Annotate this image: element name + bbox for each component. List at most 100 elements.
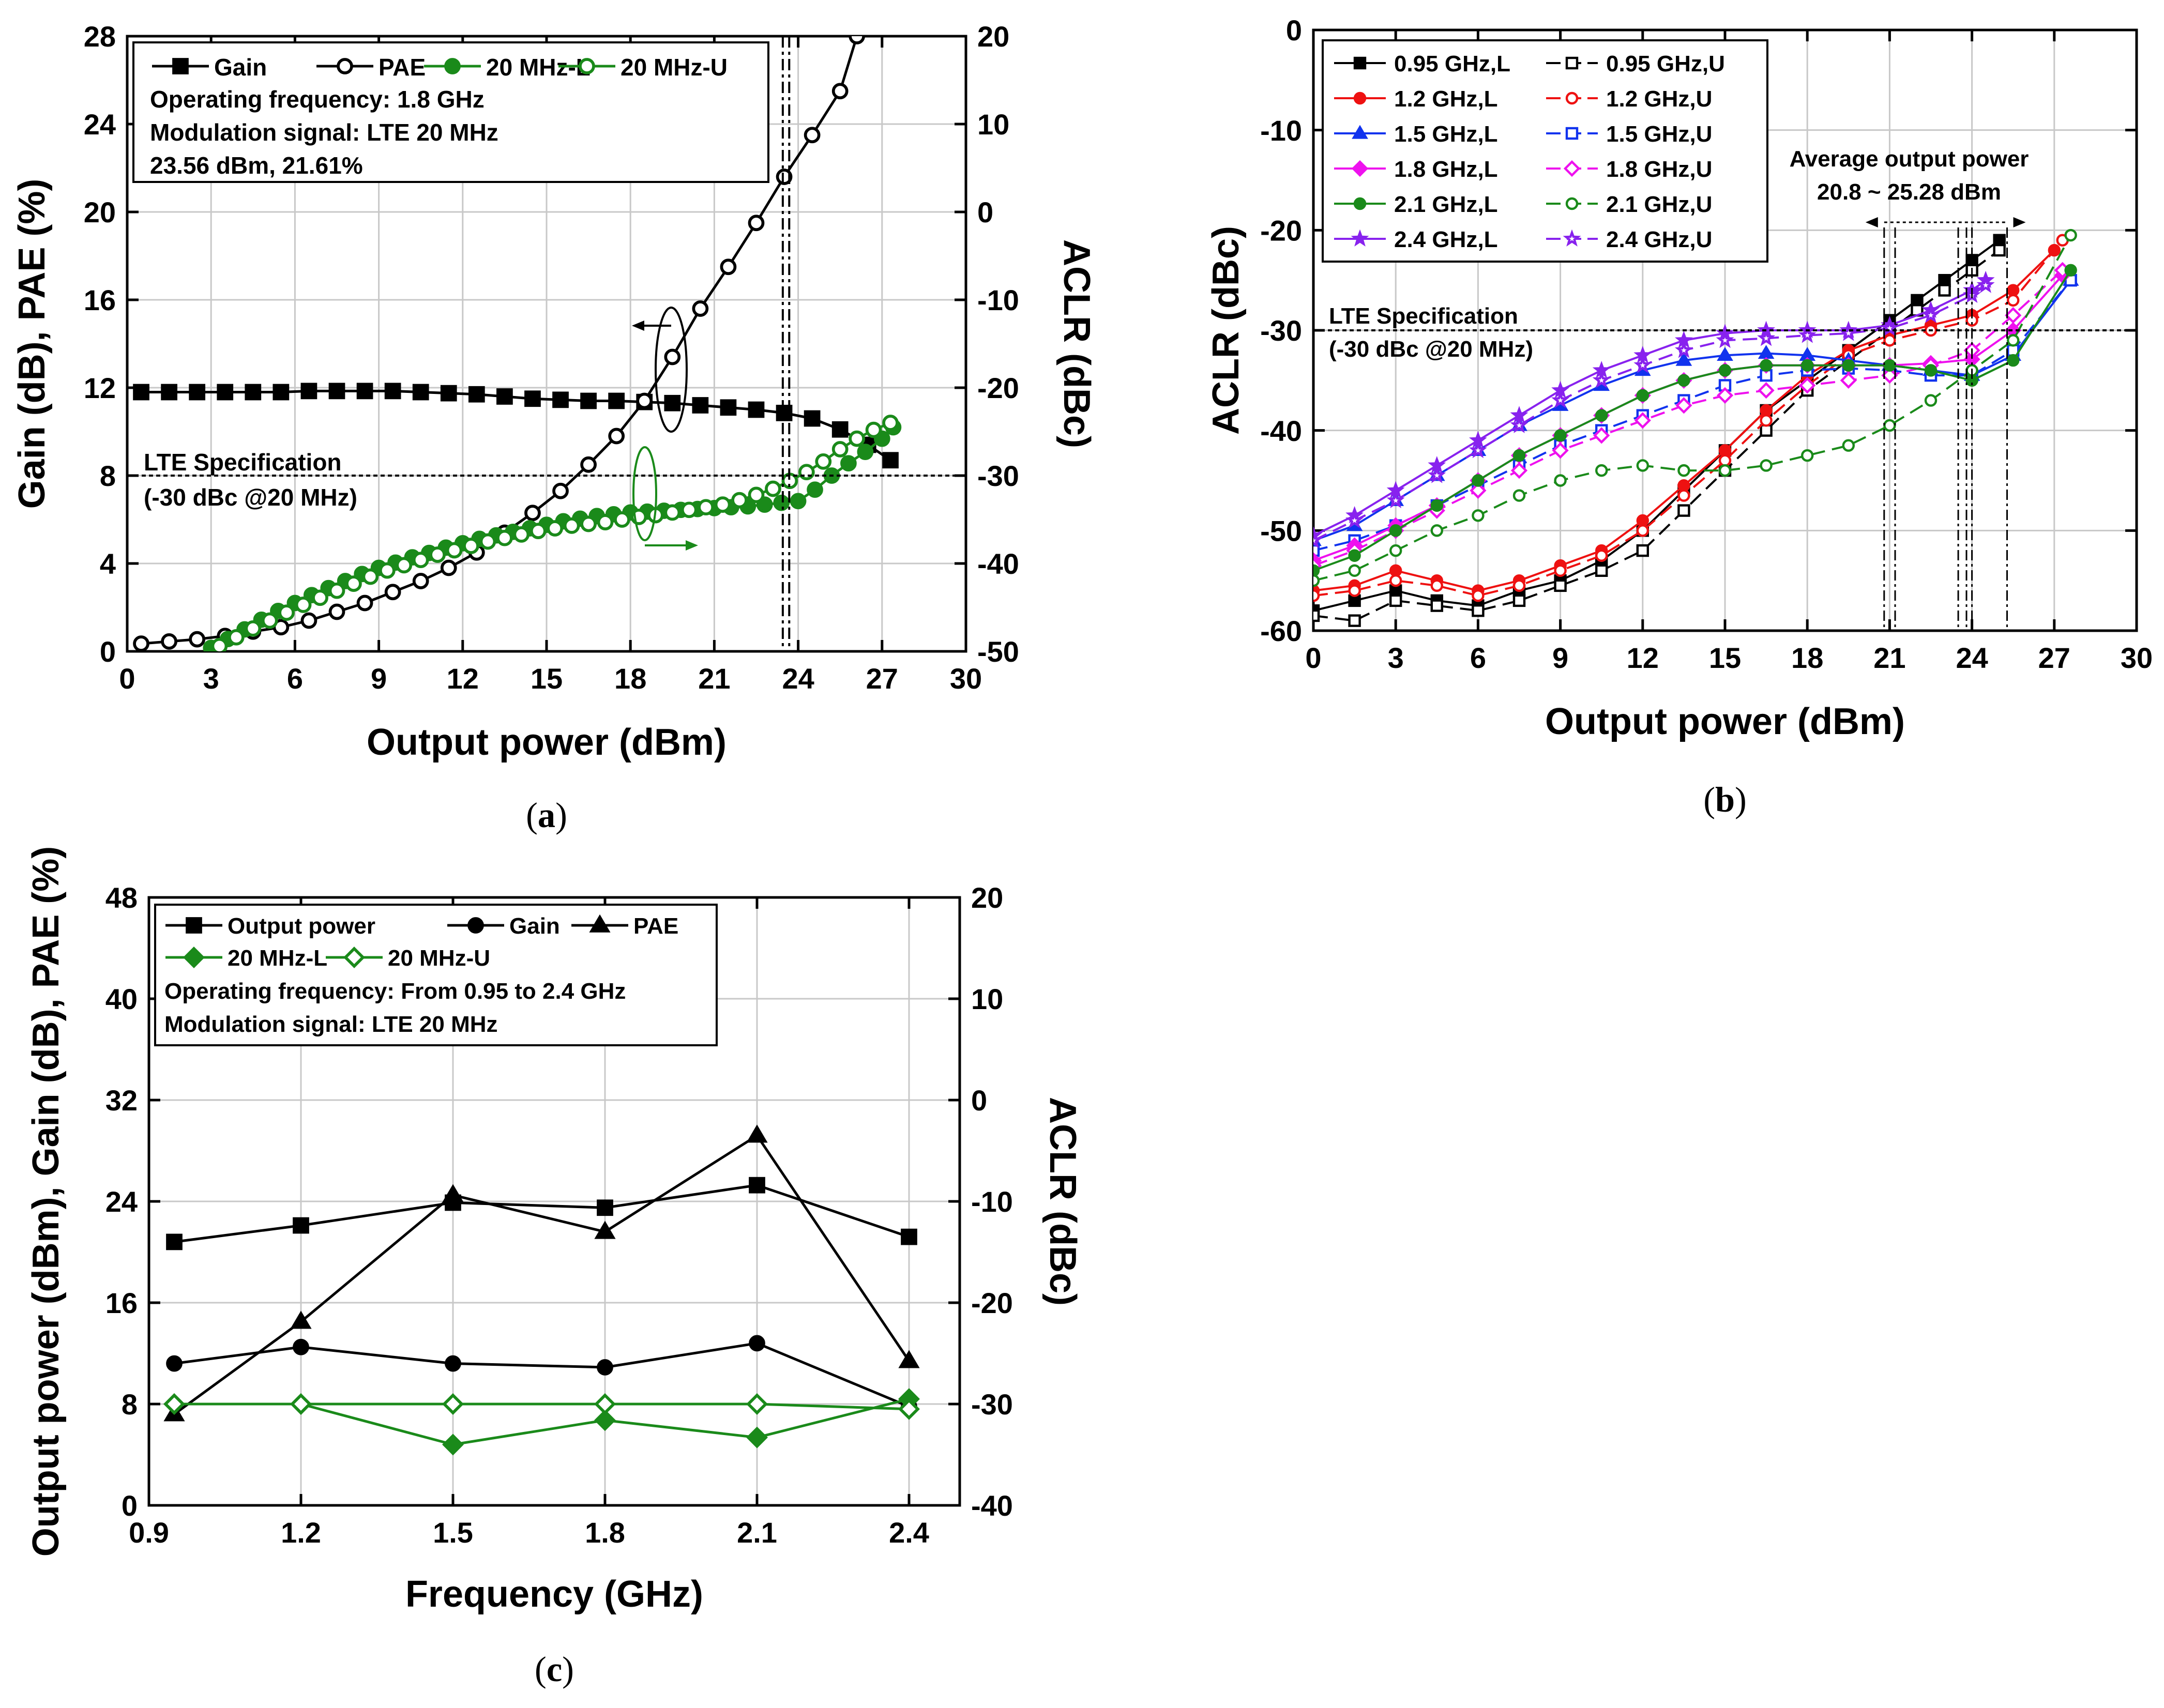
y2-tick-label: -50 [977, 635, 1019, 668]
x-axis-title: Frequency (GHz) [405, 1574, 703, 1615]
x-tick-label: 24 [1956, 642, 1988, 674]
data-point-pae [776, 169, 793, 185]
data-point-1-2-ghz-u [1883, 334, 1896, 347]
data-point-20-mhz-u [865, 421, 882, 438]
data-point-gain [245, 384, 262, 401]
legend-label: 2.4 GHz,U [1606, 227, 1712, 252]
data-point-2-1-ghz-l [1677, 374, 1690, 387]
data-point-20-mhz-u [429, 546, 446, 563]
data-point-2-1-ghz-l [1472, 474, 1485, 487]
legend-label: Gain [214, 54, 267, 81]
data-point-1-2-ghz-u [1313, 589, 1320, 602]
data-point-1-8-ghz-u [1510, 462, 1528, 479]
x-tick-label: 24 [782, 662, 814, 695]
data-point-2-4-ghz-u [1469, 441, 1487, 459]
data-point-1-2-ghz-l [1677, 479, 1690, 492]
data-point-2-1-ghz-l [1389, 524, 1402, 537]
data-layer [163, 1124, 920, 1456]
data-point-20-mhz-u [815, 453, 832, 470]
data-point-20-mhz-u [849, 430, 866, 447]
y-tick-label: 28 [84, 20, 116, 53]
data-point-0-95-ghz-u [1554, 579, 1567, 592]
y-tick-label: -20 [1260, 214, 1302, 247]
y-tick-label: 16 [105, 1287, 138, 1319]
data-point-20-mhz-l [857, 444, 874, 460]
data-point-20-mhz-u [680, 501, 698, 518]
y-tick-label: 16 [84, 284, 116, 316]
data-point-20-mhz-u [211, 637, 228, 651]
data-point-0-95-ghz-l [1938, 273, 1951, 287]
data-point-gain [468, 386, 485, 403]
y-axis-title: ACLR (dBc) [1205, 226, 1247, 435]
legend-marker [579, 58, 595, 74]
x-tick-label: 1.5 [433, 1516, 473, 1549]
legend-marker [1353, 91, 1367, 105]
legend-frame [154, 904, 718, 1046]
legend-label: 1.2 GHz,L [1394, 86, 1498, 112]
legend-label: PAE [633, 913, 678, 939]
series-line-pae [173, 1134, 911, 1415]
data-point-1-8-ghz-u [2005, 307, 2022, 324]
legend-marker [467, 917, 484, 934]
y2-tick-label: 0 [977, 196, 993, 228]
data-point-20-mhz-u [245, 620, 262, 637]
y-tick-label: 24 [105, 1185, 138, 1218]
data-point-20-mhz-u [261, 612, 278, 629]
legend-label: 1.8 GHz,L [1394, 157, 1498, 182]
data-point-pae [608, 428, 625, 445]
data-point-1-8-ghz-u [1675, 397, 1692, 414]
data-point-pae [748, 215, 765, 232]
data-point-gain [273, 384, 290, 401]
data-point-output-power [597, 1199, 613, 1216]
data-point-1-5-ghz-l [1717, 347, 1733, 361]
data-point-20-mhz-u [714, 496, 731, 513]
aclr-ellipse [632, 446, 657, 541]
data-point-2-1-ghz-u [1677, 464, 1690, 477]
legend-label: 1.8 GHz,U [1606, 157, 1712, 182]
x-tick-label: 27 [2038, 642, 2070, 674]
x-tick-label: 3 [1388, 642, 1404, 674]
y2-axis-title: ACLR (dBc) [1056, 239, 1097, 448]
data-point-20-mhz-u [698, 499, 715, 516]
data-point-20-mhz-u [798, 464, 815, 481]
annotation-line1: Average output power [1790, 146, 2029, 172]
data-point-1-8-ghz-u [1552, 442, 1569, 459]
data-point-gain [580, 392, 597, 409]
y2-tick-label: 20 [971, 881, 1003, 914]
y2-tick-label: 10 [971, 983, 1003, 1015]
panel-c: 0.9 1.2 1.5 1.8 2.1 2.4 0 8 16 24 32 40 48 -40 -30 -20 -… [25, 846, 1083, 1689]
data-point-1-2-ghz-u [1430, 579, 1444, 592]
gain-pae-ellipse [655, 307, 688, 433]
data-point-output-power [749, 1177, 765, 1194]
data-point-20-mhz-u [412, 552, 429, 569]
y-tick-label: 0 [122, 1489, 138, 1522]
panel-caption: (a) [526, 796, 567, 835]
data-point-0-95-ghz-u [1389, 594, 1402, 607]
data-point-20-mhz-u [594, 1393, 616, 1415]
data-point-pae [804, 127, 821, 144]
data-point-0-95-ghz-l [1348, 594, 1361, 607]
data-point-2-4-ghz-u [1633, 356, 1652, 373]
y-tick-label: 12 [84, 372, 116, 404]
data-point-20-mhz-u [831, 441, 849, 457]
data-point-gain [882, 452, 899, 469]
data-point-20-mhz-u [529, 523, 547, 539]
data-point-20-mhz-u [547, 520, 564, 537]
legend-marker [172, 58, 189, 74]
data-point-pae [328, 603, 345, 620]
y-tick-label: -40 [1260, 415, 1302, 447]
x-tick-label: 21 [698, 662, 730, 695]
series-line-gain [141, 389, 891, 462]
data-point-20-mhz-u [898, 1398, 920, 1420]
data-point-pae [442, 1184, 464, 1202]
data-point-20-mhz-u [328, 582, 345, 599]
data-point-0-95-ghz-u [1938, 284, 1951, 297]
data-point-1-2-ghz-l [1636, 514, 1650, 527]
legend-marker [589, 914, 611, 933]
data-point-2-1-ghz-u [2064, 228, 2077, 242]
x-tick-label: 18 [1791, 642, 1823, 674]
data-point-2-1-ghz-l [1348, 549, 1361, 562]
x-tick-label: 15 [531, 662, 563, 695]
data-point-2-1-ghz-u [1554, 474, 1567, 487]
